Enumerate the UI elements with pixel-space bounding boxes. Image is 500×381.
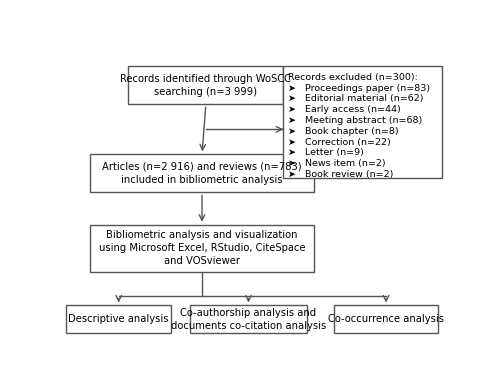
- Text: Bibliometric analysis and visualization
using Microsoft Excel, RStudio, CiteSpac: Bibliometric analysis and visualization …: [98, 230, 306, 266]
- Text: ➤   Proceedings paper (n=83): ➤ Proceedings paper (n=83): [288, 83, 430, 93]
- FancyBboxPatch shape: [66, 305, 171, 333]
- Text: ➤   Meeting abstract (n=68): ➤ Meeting abstract (n=68): [288, 116, 422, 125]
- Text: ➤   Book review (n=2): ➤ Book review (n=2): [288, 170, 394, 179]
- Text: Descriptive analysis: Descriptive analysis: [68, 314, 169, 324]
- Text: ➤   Editorial material (n=62): ➤ Editorial material (n=62): [288, 94, 424, 103]
- Text: Co-authorship analysis and
documents co-citation analysis: Co-authorship analysis and documents co-…: [171, 308, 326, 331]
- FancyBboxPatch shape: [90, 225, 314, 272]
- FancyBboxPatch shape: [334, 305, 438, 333]
- Text: ➤   Correction (n=22): ➤ Correction (n=22): [288, 138, 391, 147]
- Text: ➤   Book chapter (n=8): ➤ Book chapter (n=8): [288, 127, 399, 136]
- Text: Records identified through WoSCC
searching (n=3 999): Records identified through WoSCC searchi…: [120, 74, 292, 97]
- FancyBboxPatch shape: [128, 66, 284, 104]
- Text: ➤   Early access (n=44): ➤ Early access (n=44): [288, 105, 401, 114]
- FancyBboxPatch shape: [284, 66, 442, 178]
- Text: Records excluded (n=300):: Records excluded (n=300):: [288, 73, 418, 82]
- Text: Co-occurrence analysis: Co-occurrence analysis: [328, 314, 444, 324]
- Text: ➤   News item (n=2): ➤ News item (n=2): [288, 159, 386, 168]
- FancyBboxPatch shape: [190, 305, 306, 333]
- FancyBboxPatch shape: [90, 154, 314, 192]
- Text: ➤   Letter (n=9): ➤ Letter (n=9): [288, 148, 364, 157]
- Text: Articles (n=2 916) and reviews (n=783)
included in bibliometric analysis: Articles (n=2 916) and reviews (n=783) i…: [102, 162, 302, 185]
